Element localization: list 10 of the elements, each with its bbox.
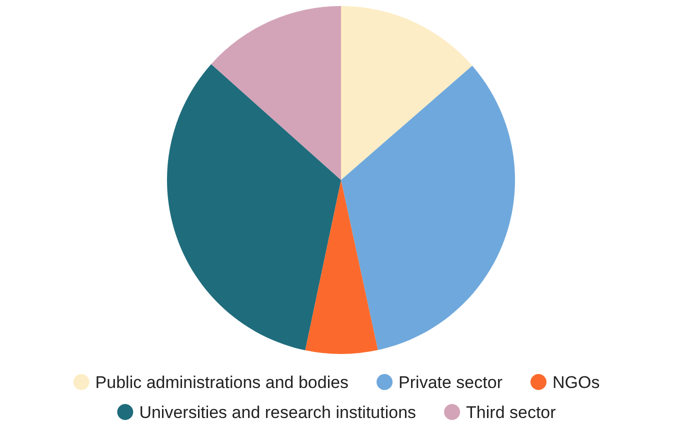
pie-slice [305,180,378,354]
legend-label: Universities and research institutions [139,403,416,422]
pie-slice [167,64,341,350]
pie-slice [211,6,341,180]
legend-label: NGOs [552,373,600,392]
pie-slice [341,66,515,350]
pie-slice [341,6,472,180]
legend-label: Public administrations and bodies [95,373,349,392]
legend-label: Third sector [466,403,556,422]
legend-label: Private sector [398,373,503,392]
